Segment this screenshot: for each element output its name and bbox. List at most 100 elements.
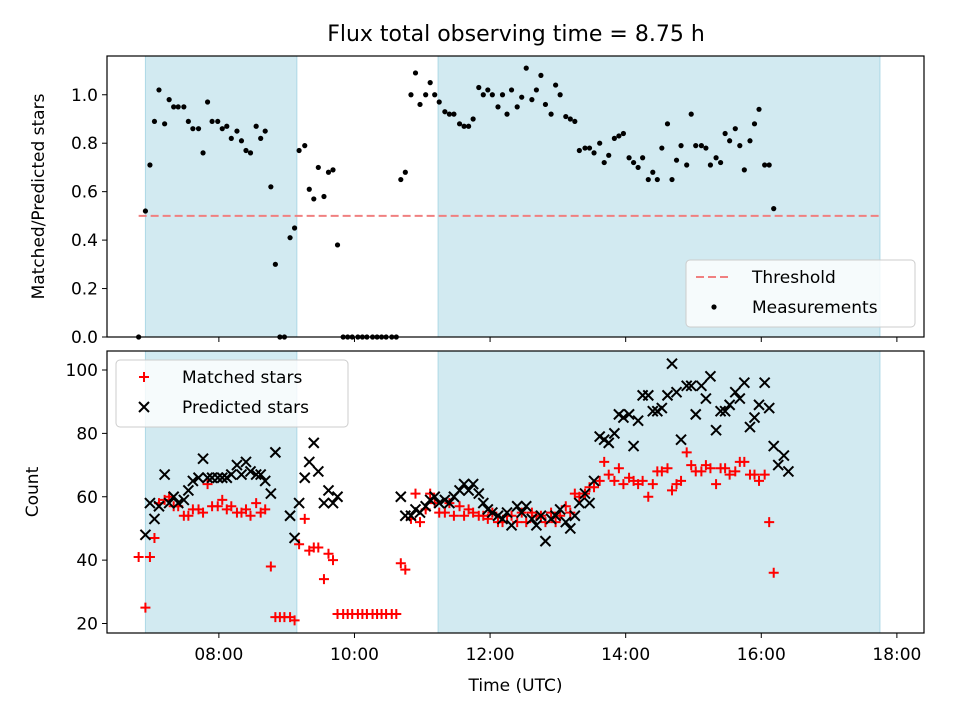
data-point: [609, 475, 620, 486]
data-point: [583, 497, 596, 509]
data-point: [442, 109, 448, 115]
plot-frame: [106, 55, 925, 338]
data-point: [428, 491, 441, 503]
data-point: [212, 472, 224, 484]
data-point: [675, 434, 687, 446]
y-axis-label: Count: [23, 466, 43, 517]
data-point: [485, 87, 491, 93]
data-point: [400, 564, 411, 575]
x-tick-label: 18:00: [872, 645, 921, 665]
data-point: [251, 498, 262, 509]
legend-label: Predicted stars: [182, 398, 309, 418]
data-point: [147, 162, 153, 168]
data-point: [480, 92, 486, 98]
data-point: [153, 500, 165, 512]
data-point: [623, 408, 635, 421]
data-point: [738, 376, 751, 389]
data-point: [217, 494, 228, 505]
data-point: [151, 118, 158, 125]
data-point: [734, 392, 746, 405]
data-point: [439, 507, 450, 518]
data-point: [530, 519, 543, 531]
data-point: [626, 155, 632, 161]
data-point: [225, 468, 238, 481]
data-point: [724, 469, 735, 480]
data-point: [158, 468, 171, 481]
data-point: [676, 475, 687, 486]
data-point: [620, 130, 627, 137]
data-point: [553, 82, 559, 88]
data-point: [243, 147, 249, 154]
data-point: [453, 484, 466, 497]
data-point: [473, 487, 485, 500]
data-point: [234, 128, 240, 134]
data-point: [563, 113, 569, 120]
data-point: [684, 162, 690, 168]
data-point: [758, 376, 771, 389]
data-point: [666, 357, 678, 370]
y-tick-label: 80: [76, 424, 98, 444]
data-point: [589, 482, 600, 493]
x-tick-label: 16:00: [737, 645, 786, 665]
data-point: [244, 465, 257, 478]
data-point: [714, 405, 727, 417]
data-point: [315, 164, 321, 171]
data-point: [739, 456, 750, 467]
data-point: [704, 370, 717, 383]
data-point: [466, 123, 472, 129]
x-tick-label: 14:00: [601, 645, 650, 665]
data-point: [719, 405, 731, 417]
data-point: [667, 485, 678, 496]
x-tick-label: 12:00: [466, 645, 515, 665]
data-point: [686, 460, 697, 471]
data-point: [231, 459, 243, 471]
data-point: [603, 469, 614, 480]
data-point: [753, 399, 765, 411]
data-point: [737, 143, 743, 149]
data-point: [201, 472, 214, 484]
data-point: [560, 516, 572, 528]
data-point: [695, 380, 708, 392]
top-panel-ratio: 0.0 0.2 0.4 0.6 0.8 1.0 Matched/Predicted star…: [29, 55, 925, 348]
observing-window-shade: [145, 56, 297, 337]
x-axis-label: Time (UTC): [468, 676, 563, 696]
data-point: [564, 522, 577, 535]
data-point: [323, 548, 334, 559]
data-point: [707, 162, 714, 168]
data-point: [325, 169, 332, 175]
data-point: [495, 104, 501, 110]
data-point: [149, 532, 160, 543]
data-point: [318, 497, 330, 509]
data-point: [744, 421, 756, 433]
y-tick-label: 0.6: [71, 183, 98, 203]
data-point: [523, 65, 529, 71]
data-point: [183, 510, 194, 521]
data-point: [700, 392, 712, 405]
data-point: [245, 510, 256, 521]
data-point: [747, 138, 753, 144]
data-point: [670, 386, 683, 398]
data-point: [778, 449, 790, 462]
data-point: [597, 140, 603, 146]
data-point: [139, 529, 152, 541]
data-point: [467, 478, 479, 490]
data-point: [771, 206, 777, 212]
data-point: [405, 510, 417, 522]
data-point: [156, 87, 162, 93]
data-point: [192, 472, 205, 484]
data-point: [594, 475, 605, 486]
y-tick-label: 20: [76, 614, 98, 634]
data-point: [313, 542, 324, 553]
data-point: [140, 602, 151, 613]
data-point: [395, 491, 407, 503]
data-point: [659, 145, 665, 151]
data-point: [446, 111, 452, 117]
data-point: [710, 424, 722, 436]
data-point: [647, 405, 659, 417]
data-point: [250, 468, 262, 481]
data-point: [240, 504, 251, 515]
data-point: [662, 463, 673, 474]
y-axis-label: Matched/Predicted stars: [29, 93, 49, 299]
data-point: [762, 162, 768, 168]
data-point: [504, 111, 510, 117]
